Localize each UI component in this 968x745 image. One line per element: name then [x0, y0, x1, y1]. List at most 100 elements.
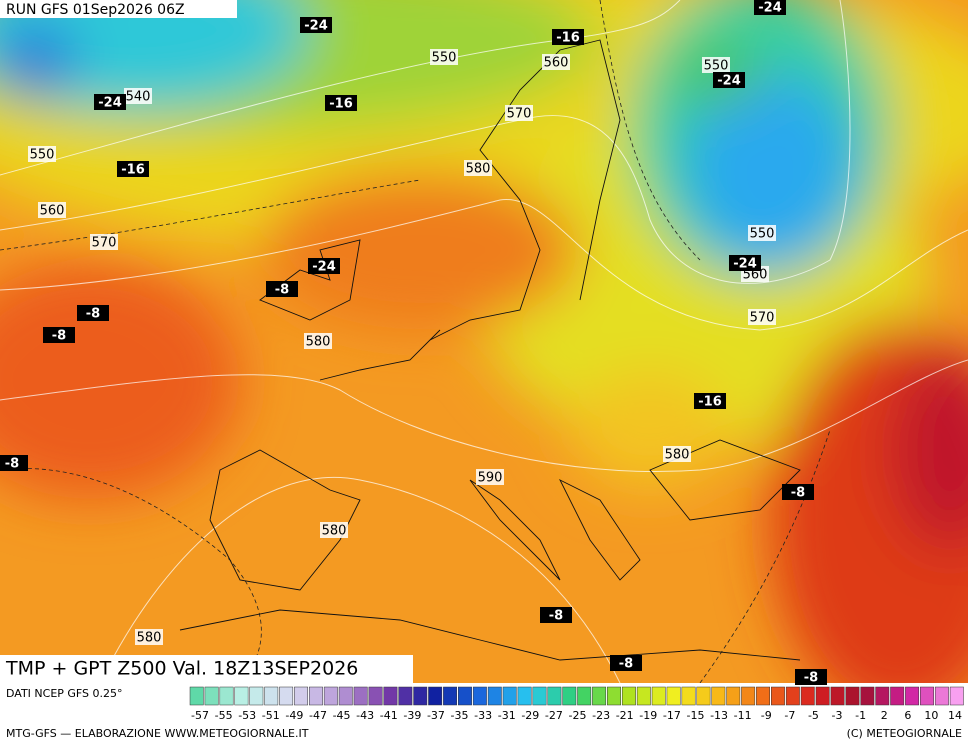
colorbar-swatch	[756, 686, 770, 706]
temp-label: -8	[5, 457, 19, 472]
colorbar-label: -1	[855, 709, 866, 722]
temp-label-bg	[713, 72, 745, 88]
temp-label-bg	[308, 258, 340, 274]
colorbar-label: -43	[356, 709, 374, 722]
colorbar-label: -25	[569, 709, 587, 722]
temp-label: -24	[312, 260, 336, 275]
colorbar-swatch	[890, 686, 905, 706]
colorbar-swatch	[383, 686, 398, 706]
temp-label-bg	[754, 0, 786, 15]
colorbar-swatch	[487, 686, 502, 706]
temp-label: -16	[556, 31, 580, 46]
temp-label-bg	[694, 393, 726, 409]
colorbar-label: -35	[451, 709, 469, 722]
colorbar-swatch	[741, 686, 756, 706]
temp-label: -8	[52, 329, 66, 344]
header: RUN GFS 01Sep2026 06Z	[6, 2, 185, 18]
temp-label: -16	[329, 97, 353, 112]
temp-label: -8	[275, 283, 289, 298]
colorbar-label: -3	[832, 709, 843, 722]
colorbar-label: 14	[948, 709, 962, 722]
height-label-bg	[124, 88, 152, 104]
colorbar-swatch	[666, 686, 681, 706]
colorbar-label: -15	[686, 709, 704, 722]
temp-label-bg	[795, 669, 827, 685]
colorbar-swatch	[696, 686, 711, 706]
header-box	[0, 0, 237, 18]
colorbar-label: -31	[498, 709, 516, 722]
temp-label-bg	[77, 305, 109, 321]
colorbar-swatch	[279, 686, 294, 706]
colorbar-swatch	[338, 686, 353, 706]
colorbar-swatch	[562, 686, 577, 706]
temp-label: -8	[86, 307, 100, 322]
colorbar-swatch	[368, 686, 383, 706]
temp-label: -16	[121, 163, 145, 178]
height-label: 550	[750, 227, 775, 242]
source: DATI NCEP GFS 0.25°	[6, 687, 123, 700]
temp-label-bg	[0, 455, 28, 471]
colorbar-swatch	[815, 686, 830, 706]
colorbar-swatch	[860, 686, 875, 706]
colorbar-label: 2	[881, 709, 888, 722]
temp-label: -8	[791, 486, 805, 501]
title: TMP + GPT Z500 Val. 18Z13SEP2026	[5, 658, 358, 680]
colorbar-swatch	[472, 686, 487, 706]
colorbar-swatch	[949, 686, 964, 706]
colorbar-swatch	[249, 686, 264, 706]
height-label: 540	[126, 90, 151, 105]
colorbar-swatch	[726, 686, 741, 706]
temp-label-bg	[540, 607, 572, 623]
colorbar-swatch	[905, 686, 920, 706]
colorbar-label: -29	[521, 709, 539, 722]
temp-label-bg	[300, 17, 332, 33]
temp-label: -8	[619, 657, 633, 672]
height-label: 550	[432, 51, 457, 66]
colorbar-swatch	[398, 686, 413, 706]
height-label-bg	[90, 234, 118, 250]
height-label-bg	[542, 54, 570, 70]
height-label-bg	[464, 160, 492, 176]
colorbar-swatch	[353, 686, 368, 706]
colorbar-swatch	[428, 686, 443, 706]
height-label-bg	[28, 146, 56, 162]
colorbar-swatch	[636, 686, 651, 706]
colorbar-swatch	[547, 686, 562, 706]
colorbar-swatch	[800, 686, 815, 706]
colorbar-label: 10	[924, 709, 938, 722]
temp-label: -24	[304, 19, 328, 34]
colorbar-label: -53	[238, 709, 256, 722]
copyright: (C) METEOGIORNALE	[847, 727, 962, 740]
colorbar-swatch	[294, 686, 308, 706]
height-label: 580	[466, 162, 491, 177]
colorbar-label: 6	[904, 709, 911, 722]
temp-label-bg	[782, 484, 814, 500]
colorbar-swatch	[532, 686, 547, 706]
height-label: 570	[750, 311, 775, 326]
colorbar-swatch	[651, 686, 666, 706]
title-box	[0, 655, 413, 683]
colorbar-swatch	[592, 686, 607, 706]
colorbar-label: -23	[592, 709, 610, 722]
colorbar-swatch	[607, 686, 621, 706]
colorbar-label: -45	[333, 709, 351, 722]
colorbar-label: -17	[663, 709, 681, 722]
colorbar-swatch	[308, 686, 323, 706]
colorbar-swatch	[845, 686, 860, 706]
height-label-bg	[476, 469, 504, 485]
colorbar-swatch	[443, 686, 458, 706]
height-label: 570	[507, 107, 532, 122]
temp-label-bg	[729, 255, 761, 271]
colorbar-swatch	[323, 686, 338, 706]
temp-label-bg	[43, 327, 75, 343]
colorbar-swatch	[621, 686, 636, 706]
colorbar-label: -7	[784, 709, 795, 722]
temp-label: -16	[698, 395, 722, 410]
colorbar-swatch	[785, 686, 800, 706]
temp-label: -24	[98, 96, 122, 111]
temp-label: -24	[758, 1, 782, 16]
height-label-bg	[135, 629, 163, 645]
colorbar-label: -21	[616, 709, 634, 722]
